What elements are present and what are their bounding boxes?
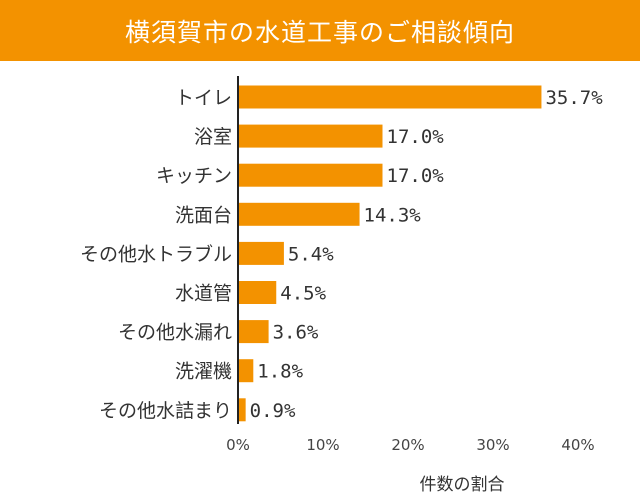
bar <box>238 398 246 422</box>
category-label: 洗面台 <box>175 204 232 226</box>
data-label: 35.7% <box>545 87 603 109</box>
bars-group: トイレ 35.7% 浴室 17.0% キッチン 17.0% 洗面台 14.3% その他水トラブル… <box>80 85 603 422</box>
chart-title: 横須賀市の水道工事のご相談傾向 <box>124 17 515 47</box>
data-label: 14.3% <box>364 204 422 226</box>
data-label: 4.5% <box>280 283 326 305</box>
x-tick-label: 30% <box>476 436 509 454</box>
category-label: トイレ <box>175 87 232 109</box>
bar <box>238 163 383 187</box>
category-label: その他水漏れ <box>118 322 232 344</box>
data-label: 17.0% <box>387 126 445 148</box>
data-label: 0.9% <box>250 400 296 422</box>
x-tick-label: 40% <box>561 436 594 454</box>
bar <box>238 320 269 344</box>
category-label: その他水詰まり <box>99 400 232 422</box>
category-label: 洗濯機 <box>175 361 232 383</box>
data-label: 1.8% <box>257 361 303 383</box>
category-label: 水道管 <box>175 283 232 305</box>
category-label: 浴室 <box>194 126 232 148</box>
x-tick-label: 20% <box>391 436 424 454</box>
data-label: 3.6% <box>273 322 319 344</box>
bar <box>238 85 542 109</box>
x-axis-label: 件数の割合 <box>420 475 505 495</box>
x-tick-label: 0% <box>226 436 250 454</box>
bar <box>238 241 284 265</box>
chart-title-bar: 横須賀市の水道工事のご相談傾向 <box>0 0 640 61</box>
bar <box>238 359 254 383</box>
x-tick-label: 10% <box>306 436 339 454</box>
bar <box>238 281 277 304</box>
bar <box>238 124 383 148</box>
data-label: 5.4% <box>288 243 334 265</box>
data-label: 17.0% <box>387 165 445 187</box>
category-label: その他水トラブル <box>80 242 232 265</box>
bar <box>238 202 360 226</box>
category-label: キッチン <box>156 165 232 187</box>
x-ticks-group: 0% 10% 20% 30% 40% <box>226 436 595 454</box>
